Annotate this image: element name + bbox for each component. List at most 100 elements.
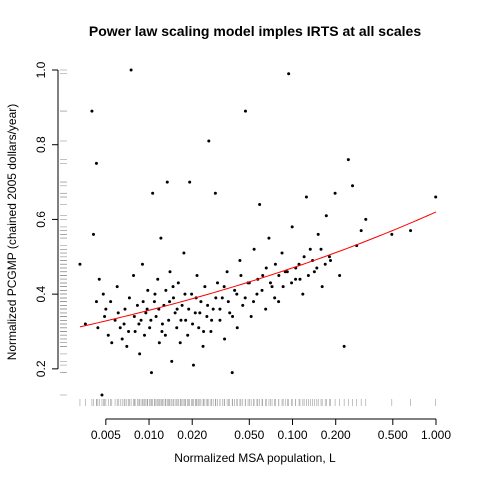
data-point bbox=[165, 180, 169, 184]
data-point bbox=[315, 266, 319, 270]
data-point bbox=[220, 296, 224, 300]
y-rug bbox=[60, 69, 67, 396]
data-point bbox=[312, 270, 316, 274]
data-point bbox=[261, 273, 265, 277]
data-point bbox=[351, 184, 355, 188]
data-point bbox=[243, 296, 247, 300]
data-point bbox=[230, 371, 234, 375]
data-point bbox=[127, 329, 131, 333]
data-point bbox=[252, 300, 256, 304]
chart-title: Power law scaling model imples IRTS at a… bbox=[89, 23, 421, 39]
data-point bbox=[258, 202, 262, 206]
data-point bbox=[120, 337, 124, 341]
data-point bbox=[301, 292, 305, 296]
data-point bbox=[168, 270, 172, 274]
x-axis: 0.005 0.010 0.020 0.050 0.100 0.200 0.500 1.000 bbox=[91, 418, 451, 442]
data-point bbox=[302, 255, 306, 259]
data-point bbox=[94, 161, 98, 165]
data-point bbox=[110, 341, 114, 345]
data-point bbox=[100, 393, 104, 397]
data-point bbox=[164, 288, 168, 292]
data-point bbox=[228, 311, 232, 315]
data-point bbox=[133, 329, 137, 333]
y-tick-label: 1.0 bbox=[34, 61, 48, 78]
data-point bbox=[184, 318, 188, 322]
data-point bbox=[239, 273, 243, 277]
data-point bbox=[180, 303, 184, 307]
data-point bbox=[226, 300, 230, 304]
data-point bbox=[101, 292, 105, 296]
data-point bbox=[198, 311, 202, 315]
data-point bbox=[139, 318, 143, 322]
data-point bbox=[122, 322, 126, 326]
x-tick-label: 0.020 bbox=[177, 428, 207, 442]
data-point bbox=[213, 191, 217, 195]
y-tick-label: 0.6 bbox=[34, 211, 48, 228]
data-point bbox=[273, 262, 277, 266]
data-point bbox=[83, 322, 87, 326]
x-tick-label: 0.500 bbox=[378, 428, 408, 442]
data-point bbox=[233, 288, 237, 292]
data-point bbox=[218, 318, 222, 322]
data-point bbox=[170, 359, 174, 363]
data-point bbox=[156, 277, 160, 281]
data-point bbox=[222, 285, 226, 289]
x-tick-label: 1.000 bbox=[421, 428, 451, 442]
data-point bbox=[104, 307, 108, 311]
x-tick-label: 0.010 bbox=[134, 428, 164, 442]
data-point bbox=[186, 333, 190, 337]
data-point bbox=[223, 337, 227, 341]
data-point bbox=[190, 292, 194, 296]
data-point bbox=[140, 262, 144, 266]
data-point bbox=[182, 251, 186, 255]
x-tick-label: 0.100 bbox=[277, 428, 307, 442]
data-point bbox=[96, 326, 100, 330]
data-point bbox=[225, 270, 229, 274]
data-point bbox=[273, 296, 277, 300]
data-point bbox=[116, 311, 120, 315]
data-point bbox=[159, 236, 163, 240]
data-point bbox=[197, 326, 201, 330]
y-tick-label: 0.2 bbox=[34, 360, 48, 377]
data-point bbox=[175, 326, 179, 330]
data-point bbox=[176, 281, 180, 285]
data-point bbox=[264, 307, 268, 311]
data-points bbox=[78, 68, 438, 397]
data-point bbox=[125, 344, 129, 348]
data-point bbox=[215, 281, 219, 285]
fit-line bbox=[79, 211, 437, 328]
data-point bbox=[324, 214, 328, 218]
data-point bbox=[298, 277, 302, 281]
data-point bbox=[338, 273, 342, 277]
data-point bbox=[210, 318, 214, 322]
data-point bbox=[308, 247, 312, 251]
data-point bbox=[243, 109, 247, 113]
data-point bbox=[409, 229, 413, 233]
data-point bbox=[306, 273, 310, 277]
data-point bbox=[290, 281, 294, 285]
data-point bbox=[342, 344, 346, 348]
data-point bbox=[238, 259, 242, 263]
data-point bbox=[199, 300, 203, 304]
data-point bbox=[329, 259, 333, 263]
data-point bbox=[157, 341, 161, 345]
y-axis: 0.2 0.4 0.6 0.8 1.0 bbox=[34, 61, 59, 377]
data-point bbox=[290, 225, 294, 229]
data-point bbox=[327, 255, 331, 259]
data-point bbox=[434, 195, 438, 199]
data-point bbox=[118, 326, 122, 330]
data-point bbox=[333, 191, 337, 195]
data-point bbox=[346, 158, 350, 162]
y-axis-label: Normalized PCGMP (chained 2005 dollars/y… bbox=[5, 104, 19, 361]
data-point bbox=[168, 300, 172, 304]
data-point bbox=[264, 266, 268, 270]
data-point bbox=[209, 329, 213, 333]
x-rug bbox=[79, 399, 436, 406]
data-point bbox=[249, 315, 253, 319]
data-point bbox=[144, 311, 148, 315]
data-point bbox=[191, 322, 195, 326]
data-point bbox=[304, 195, 308, 199]
data-point bbox=[205, 315, 209, 319]
data-point bbox=[203, 285, 207, 289]
data-point bbox=[167, 318, 171, 322]
